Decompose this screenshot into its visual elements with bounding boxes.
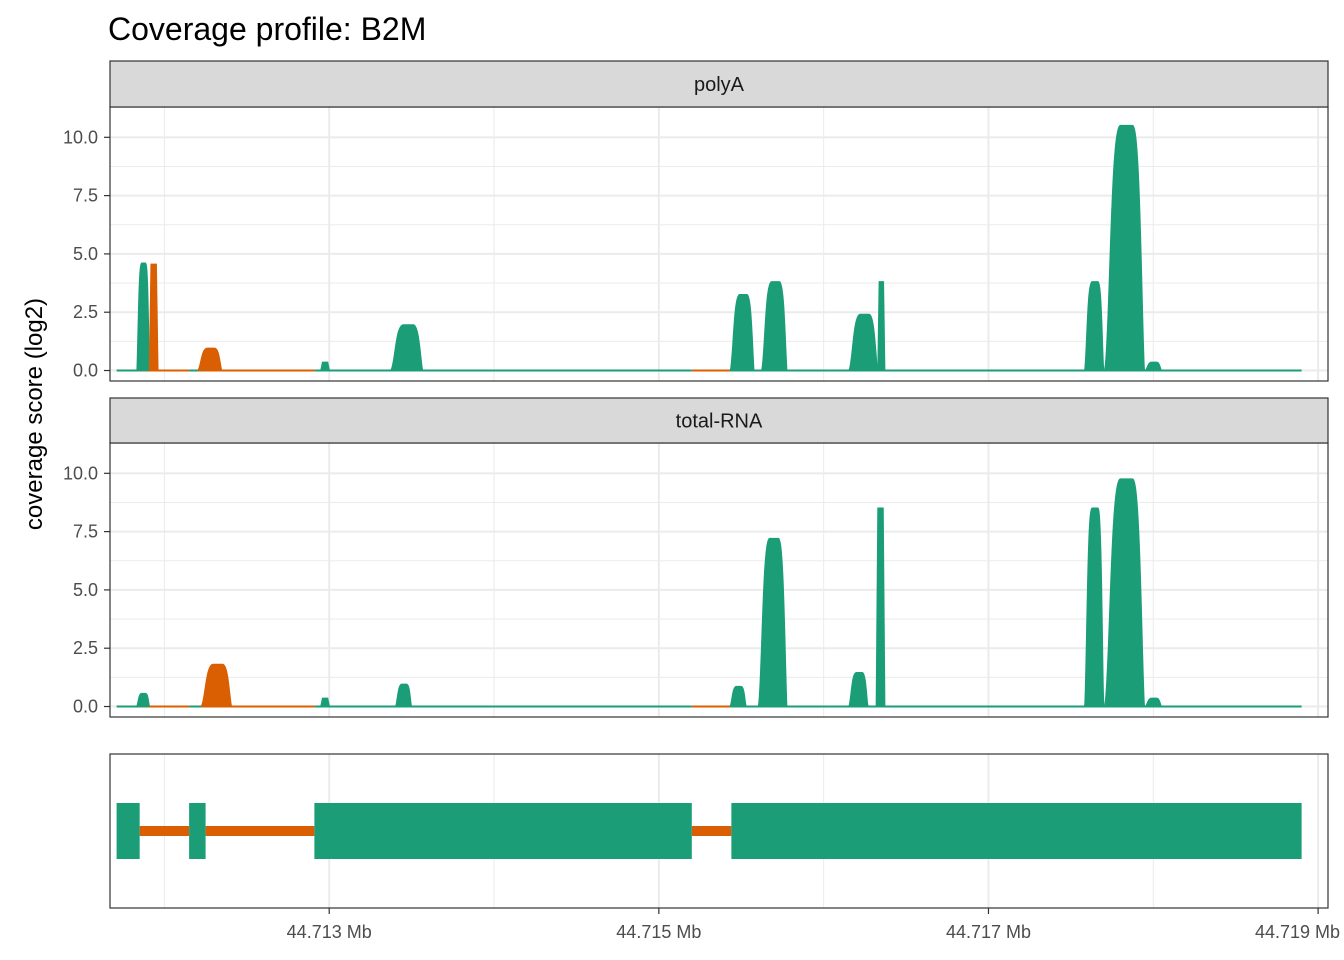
facet-panels: 0.0 2.5 5.0 7.5 10.0 polyA 0.0 2.5 5.0 7.5 10.0 tot… [63, 60, 1329, 718]
coverage-peak [760, 281, 789, 372]
y-tick-label: 7.5 [73, 522, 98, 542]
coverage-peak [135, 262, 151, 372]
coverage-peak [1144, 697, 1163, 708]
coverage-peak [1103, 124, 1146, 372]
exon-block [189, 803, 206, 859]
y-tick-label: 5.0 [73, 244, 98, 264]
y-tick-label: 5.0 [73, 580, 98, 600]
coverage-peak [847, 313, 879, 372]
y-tick-label: 7.5 [73, 186, 98, 206]
coverage-peak [875, 507, 886, 708]
coverage-peak [199, 663, 233, 708]
coverage-peak [1144, 361, 1163, 372]
facet-strip-label: total-RNA [676, 411, 763, 433]
coverage-peak [877, 281, 886, 372]
exon-block [731, 803, 1302, 859]
y-tick-label: 2.5 [73, 638, 98, 658]
coverage-peak [394, 683, 413, 708]
facet-strip [109, 397, 1329, 444]
facet-panel: 0.0 2.5 5.0 7.5 10.0 polyA [63, 60, 1329, 382]
coverage-peak [728, 293, 756, 372]
y-axis-title: coverage score (log2) [21, 298, 48, 530]
exon-block [116, 803, 140, 859]
coverage-peak [389, 324, 424, 372]
intron-bar [205, 826, 315, 836]
x-tick-label: 44.715 Mb [616, 922, 701, 942]
coverage-peak [148, 263, 159, 372]
y-tick-label: 10.0 [63, 127, 98, 147]
x-tick-label: 44.713 Mb [287, 922, 372, 942]
coverage-peak [320, 697, 331, 708]
coverage-peak [1083, 281, 1105, 372]
intron-bar [139, 826, 190, 836]
coverage-peak [1083, 507, 1105, 708]
x-tick-label: 44.719 Mb [1255, 922, 1340, 942]
coverage-peak [320, 361, 331, 372]
coverage-peak [847, 671, 869, 708]
chart-title: Coverage profile: B2M [108, 11, 426, 47]
y-tick-label: 0.0 [73, 361, 98, 381]
coverage-peak [1103, 478, 1146, 708]
gene-panel-border [109, 753, 1329, 909]
facet-strip [109, 60, 1329, 108]
coverage-peak [728, 685, 747, 708]
coverage-peak [135, 692, 151, 708]
x-tick-label: 44.717 Mb [946, 922, 1031, 942]
facet-panel: 0.0 2.5 5.0 7.5 10.0 total-RNA [63, 397, 1329, 718]
coverage-peak [196, 347, 223, 372]
y-tick-label: 2.5 [73, 302, 98, 322]
intron-bar [691, 826, 732, 836]
coverage-peak [756, 537, 789, 708]
facet-strip-label: polyA [694, 74, 745, 96]
x-axis: 44.713 Mb 44.715 Mb 44.717 Mb 44.719 Mb [287, 908, 1340, 942]
panel-background [110, 107, 1328, 381]
exon-block [314, 803, 692, 859]
gene-model-panel [109, 753, 1329, 909]
y-tick-label: 0.0 [73, 697, 98, 717]
y-tick-label: 10.0 [63, 463, 98, 483]
panel-background [110, 443, 1328, 717]
